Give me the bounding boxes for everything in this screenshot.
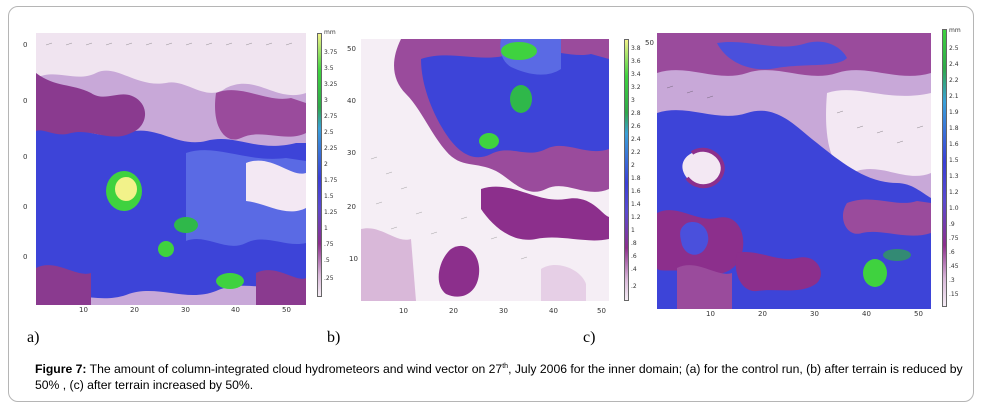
- panel-a-ytick-4: 0: [23, 203, 28, 211]
- panel-c-cbar-level: 2.4: [949, 61, 959, 68]
- panel-b-cbar-level: 2.4: [631, 136, 641, 143]
- panel-c-xtick-4: 40: [862, 310, 871, 318]
- panel-b-ytick-1: 50: [347, 45, 356, 53]
- panel-b-xtick-2: 20: [449, 307, 458, 315]
- panel-a-cbar-level: 1.25: [324, 209, 338, 216]
- panel-b-xtick-1: 10: [399, 307, 408, 315]
- panel-a-cbar-level: .25: [324, 275, 334, 282]
- figure-caption: Figure 7: The amount of column-integrate…: [35, 361, 971, 393]
- panel-b-ytick-4: 20: [347, 203, 356, 211]
- panel-a-cbar-level: 2.25: [324, 145, 338, 152]
- panel-c-cbar-level: 2.1: [949, 93, 959, 100]
- figure-frame: 0 0 0 0 0 10 20 30 40 50 mm 3.75 3.5 3.2…: [8, 6, 974, 402]
- panel-a-label: a): [27, 329, 40, 346]
- panel-b-cbar-level: 2.6: [631, 123, 641, 130]
- panel-c-ytick-1: 50: [645, 39, 654, 47]
- panel-c-cbar-level: 1.3: [949, 173, 959, 180]
- panel-b-ytick-3: 30: [347, 149, 356, 157]
- panel-b-label: b): [327, 329, 341, 346]
- panel-b-cbar-level: 1.6: [631, 188, 641, 195]
- panel-c-cbar-level: .15: [949, 291, 959, 298]
- panel-b-xtick-5: 50: [597, 307, 606, 315]
- panel-c-colorbar: [942, 29, 947, 307]
- panel-c-xtick-3: 30: [810, 310, 819, 318]
- panel-c-cbar-level: .45: [949, 263, 959, 270]
- panel-b-cbar-level: 2: [631, 162, 635, 169]
- panel-a-cbar-level: 1.75: [324, 177, 338, 184]
- panel-c-cbar-level: .3: [949, 277, 955, 284]
- panel-b-cbar-level: 3.6: [631, 58, 641, 65]
- panel-b-ytick-5: 10: [349, 255, 358, 263]
- panel-a-xtick-3: 30: [181, 306, 190, 314]
- panel-b-cbar-level: 3.4: [631, 71, 641, 78]
- panel-a-colorbar: [317, 33, 322, 297]
- panel-a-cbar-level: 3.25: [324, 81, 338, 88]
- panel-b-cbar-level: 1: [631, 227, 635, 234]
- caption-label: Figure 7:: [35, 362, 87, 376]
- panel-c-cbar-level: 1.8: [949, 125, 959, 132]
- panel-c-cbar-level: 1.2: [949, 189, 959, 196]
- panel-c-cbar-level: 2.2: [949, 77, 959, 84]
- panel-b-ytick-2: 40: [347, 97, 356, 105]
- panel-a-xtick-4: 40: [231, 306, 240, 314]
- panel-c-cbar-level: 1.0: [949, 205, 959, 212]
- panel-b-cbar-level: 2.8: [631, 110, 641, 117]
- panel-a-xtick-1: 10: [79, 306, 88, 314]
- panel-a-cbar-level: .5: [324, 257, 330, 264]
- panel-c-xtick-2: 20: [758, 310, 767, 318]
- panel-a-cbar-level: 3.5: [324, 65, 334, 72]
- panel-a-ytick-3: 0: [23, 153, 28, 161]
- panel-c-xtick-1: 10: [706, 310, 715, 318]
- panel-c-map: [657, 33, 931, 309]
- panel-b-cbar-level: 3: [631, 97, 635, 104]
- panel-c-cbar-level: 1.5: [949, 157, 959, 164]
- panel-a-ytick-2: 0: [23, 97, 28, 105]
- panel-c-cbar-level: .75: [949, 235, 959, 242]
- panel-c-cbar-level: .9: [949, 221, 955, 228]
- panel-a-cbar-level: 2.75: [324, 113, 338, 120]
- panel-a-map: [36, 33, 306, 305]
- panel-a-cbar-level: 2.5: [324, 129, 334, 136]
- panel-a-ytick-5: 0: [23, 253, 28, 261]
- panel-a-ytick-1: 0: [23, 41, 28, 49]
- caption-superscript: th: [502, 362, 509, 370]
- panel-a-cbar-level: 2: [324, 161, 328, 168]
- panel-b-cbar-level: .4: [631, 266, 637, 273]
- panel-b-map: [361, 39, 609, 301]
- panel-a-cbar-level: .75: [324, 241, 334, 248]
- panel-b-cbar-level: 1.8: [631, 175, 641, 182]
- panel-b-cbar-level: .8: [631, 240, 637, 247]
- caption-text-2: , July 2006 for the inner domain; (a) fo…: [35, 362, 963, 392]
- panel-b-cbar-level: 2.2: [631, 149, 641, 156]
- panel-c-xtick-5: 50: [914, 310, 923, 318]
- panel-a-xtick-2: 20: [130, 306, 139, 314]
- panel-b-cbar-level: .2: [631, 283, 637, 290]
- panel-b-cbar-level: 3.8: [631, 45, 641, 52]
- panel-a-cbar-level: 3: [324, 97, 328, 104]
- panel-a-cbar-level: 1: [324, 225, 328, 232]
- panel-b-cbar-level: 1.2: [631, 214, 641, 221]
- panel-b-cbar-level: 3.2: [631, 84, 641, 91]
- panel-b-colorbar: [624, 39, 629, 301]
- panel-c-cbar-level: 1.9: [949, 109, 959, 116]
- panel-c-label: c): [583, 329, 596, 346]
- panel-c-colorbar-unit: mm: [949, 27, 961, 34]
- panel-a-xtick-5: 50: [282, 306, 291, 314]
- caption-text-1: The amount of column-integrated cloud hy…: [86, 362, 503, 376]
- panel-b-xtick-4: 40: [549, 307, 558, 315]
- panel-b-cbar-level: 1.4: [631, 201, 641, 208]
- panel-b-cbar-level: .6: [631, 253, 637, 260]
- panel-a-cbar-level: 3.75: [324, 49, 338, 56]
- panel-b-xtick-3: 30: [499, 307, 508, 315]
- panel-a-cbar-level: 1.5: [324, 193, 334, 200]
- panel-c-cbar-level: 2.5: [949, 45, 959, 52]
- panel-c-cbar-level: .6: [949, 249, 955, 256]
- panel-c-cbar-level: 1.6: [949, 141, 959, 148]
- panel-a-colorbar-unit: mm: [324, 29, 336, 36]
